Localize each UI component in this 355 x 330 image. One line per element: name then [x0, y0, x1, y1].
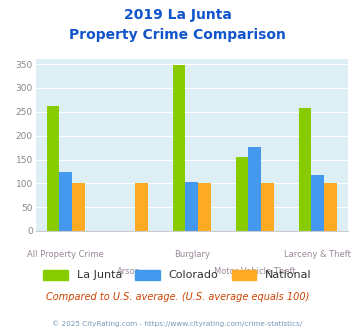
- Bar: [236, 157, 248, 231]
- Bar: [59, 172, 72, 231]
- Text: Property Crime Comparison: Property Crime Comparison: [69, 28, 286, 42]
- Text: All Property Crime: All Property Crime: [27, 250, 104, 259]
- Bar: [135, 183, 148, 231]
- Bar: [173, 65, 185, 231]
- Bar: [324, 183, 337, 231]
- Bar: [72, 183, 84, 231]
- Text: Arson: Arson: [117, 267, 141, 276]
- Bar: [47, 106, 59, 231]
- Text: 2019 La Junta: 2019 La Junta: [124, 8, 231, 22]
- Text: © 2025 CityRating.com - https://www.cityrating.com/crime-statistics/: © 2025 CityRating.com - https://www.city…: [53, 320, 302, 327]
- Text: Motor Vehicle Theft: Motor Vehicle Theft: [214, 267, 295, 276]
- Text: Compared to U.S. average. (U.S. average equals 100): Compared to U.S. average. (U.S. average …: [46, 292, 309, 302]
- Text: Burglary: Burglary: [174, 250, 210, 259]
- Bar: [198, 183, 211, 231]
- Bar: [311, 175, 324, 231]
- Bar: [299, 108, 311, 231]
- Legend: La Junta, Colorado, National: La Junta, Colorado, National: [43, 270, 312, 280]
- Bar: [248, 147, 261, 231]
- Bar: [261, 183, 274, 231]
- Text: Larceny & Theft: Larceny & Theft: [284, 250, 351, 259]
- Bar: [185, 182, 198, 231]
